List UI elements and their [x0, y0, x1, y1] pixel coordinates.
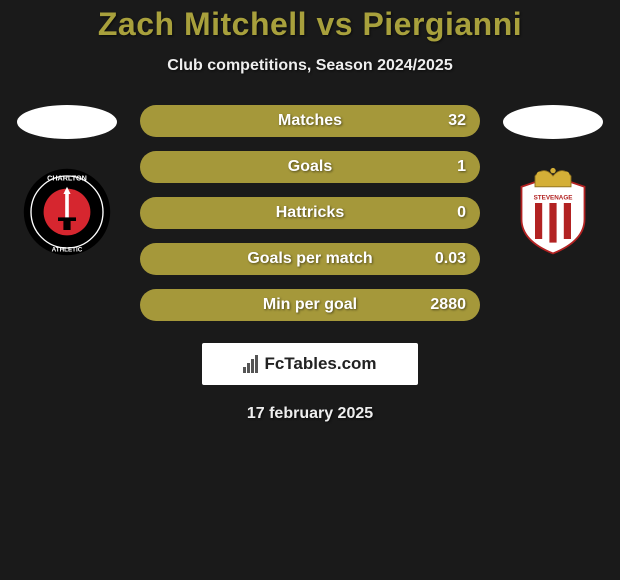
- svg-text:ATHLETIC: ATHLETIC: [52, 247, 83, 254]
- stat-bar-matches: Matches 32: [140, 105, 480, 137]
- stat-value-right: 1: [457, 158, 466, 176]
- stat-bars: Matches 32 Goals 1 Hattricks 0 Goals per…: [140, 105, 480, 321]
- stat-label: Min per goal: [263, 296, 357, 314]
- svg-text:STEVENAGE: STEVENAGE: [534, 194, 573, 201]
- stat-value-right: 0.03: [435, 250, 466, 268]
- left-player-avatar: [17, 105, 117, 139]
- left-club-badge: CHARLTON ATHLETIC: [22, 167, 112, 257]
- stat-bar-goals: Goals 1: [140, 151, 480, 183]
- right-player-column: STEVENAGE: [498, 105, 608, 257]
- comparison-card: Zach Mitchell vs Piergianni Club competi…: [0, 0, 620, 423]
- left-player-column: CHARLTON ATHLETIC: [12, 105, 122, 257]
- stat-bar-gpm: Goals per match 0.03: [140, 243, 480, 275]
- stat-label: Goals per match: [247, 250, 372, 268]
- footer-date: 17 february 2025: [0, 405, 620, 423]
- charlton-badge-icon: CHARLTON ATHLETIC: [22, 167, 112, 257]
- stat-value-right: 0: [457, 204, 466, 222]
- page-title: Zach Mitchell vs Piergianni: [0, 6, 620, 43]
- stat-bar-hattricks: Hattricks 0: [140, 197, 480, 229]
- brand-watermark: FcTables.com: [202, 343, 418, 385]
- brand-text: FcTables.com: [264, 354, 376, 374]
- brand-bars-icon: [243, 355, 258, 373]
- right-club-badge: STEVENAGE: [508, 167, 598, 257]
- stat-bar-mpg: Min per goal 2880: [140, 289, 480, 321]
- subtitle: Club competitions, Season 2024/2025: [0, 57, 620, 75]
- body-row: CHARLTON ATHLETIC Matches 32 Goals 1 Hat…: [0, 105, 620, 321]
- right-player-avatar: [503, 105, 603, 139]
- stat-label: Matches: [278, 112, 342, 130]
- stat-value-right: 32: [448, 112, 466, 130]
- stat-label: Hattricks: [276, 204, 344, 222]
- stevenage-badge-icon: STEVENAGE: [508, 167, 598, 257]
- stat-value-right: 2880: [430, 296, 466, 314]
- svg-text:CHARLTON: CHARLTON: [47, 174, 87, 183]
- stat-label: Goals: [288, 158, 332, 176]
